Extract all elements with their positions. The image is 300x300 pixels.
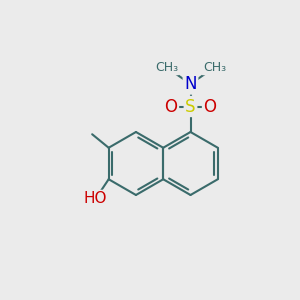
Text: O: O <box>164 98 178 116</box>
Text: O: O <box>203 98 217 116</box>
Text: CH₃: CH₃ <box>203 61 226 74</box>
Text: N: N <box>184 75 197 93</box>
Text: S: S <box>185 98 196 116</box>
Text: CH₃: CH₃ <box>155 61 178 74</box>
Text: HO: HO <box>83 191 107 206</box>
